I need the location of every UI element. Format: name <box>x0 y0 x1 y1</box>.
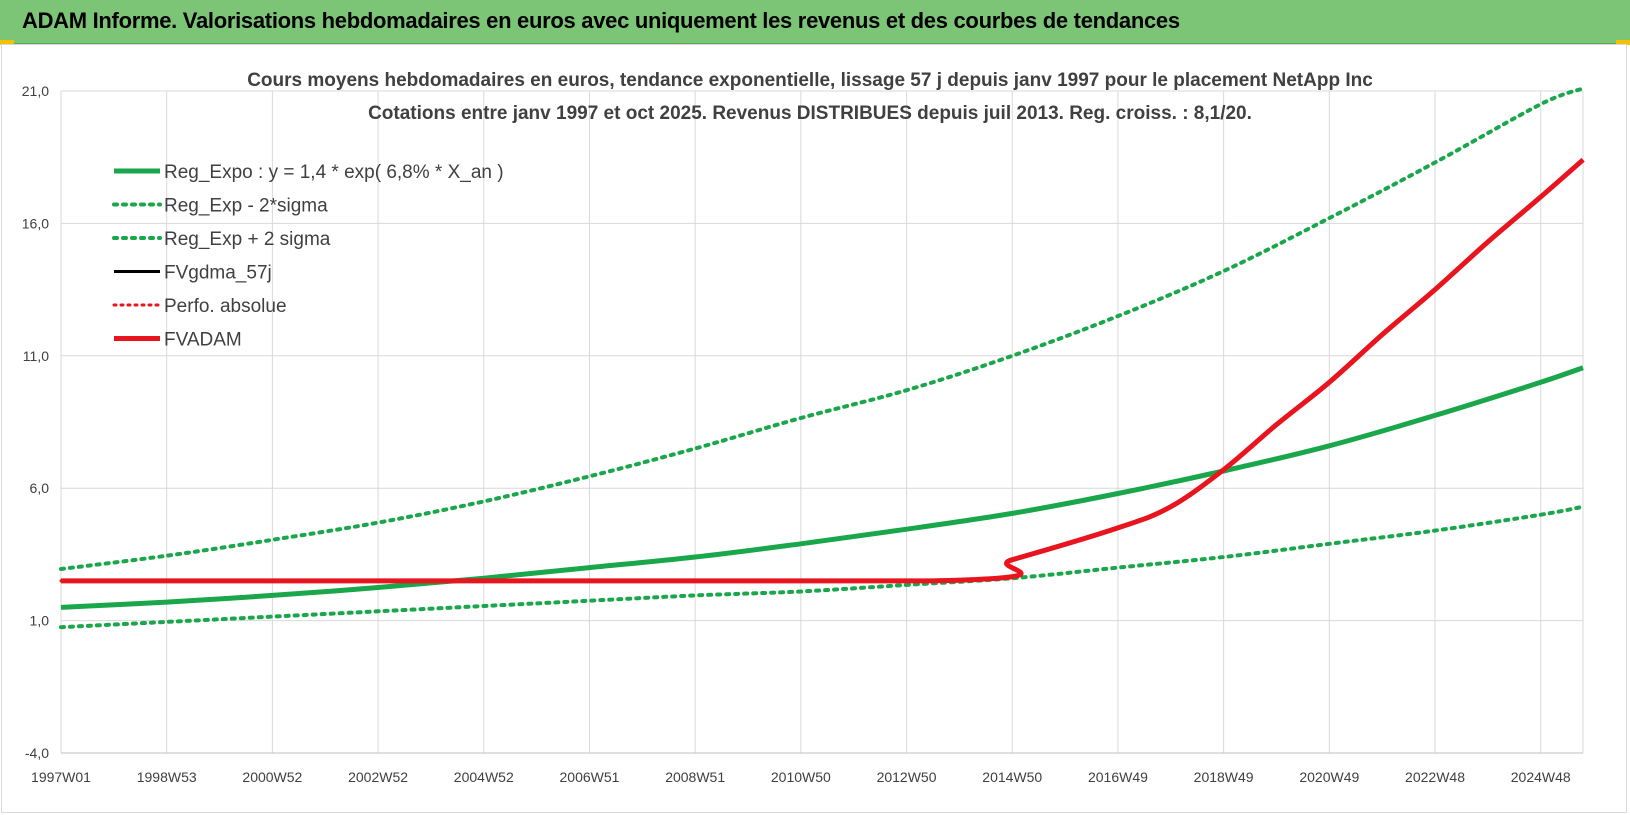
x-tick-label: 1998W53 <box>137 769 197 785</box>
y-tick-label: 11,0 <box>23 348 49 364</box>
x-tick-label: 2018W49 <box>1194 769 1254 785</box>
x-tick-label: 2020W49 <box>1299 769 1359 785</box>
x-tick-label: 2000W52 <box>242 769 302 785</box>
x-tick-label: 2014W50 <box>982 769 1042 785</box>
legend: Reg_Expo : y = 1,4 * exp( 6,8% * X_an ) R… <box>112 162 504 351</box>
chart-title: Cours moyens hebdomadaires en euros, ten… <box>247 70 1373 91</box>
chart-frame <box>1 44 1627 813</box>
series-line-0 <box>60 365 1584 610</box>
x-tick-label: 2010W50 <box>771 769 831 785</box>
legend-label: FVADAM <box>164 330 242 351</box>
y-tick-label: 1,0 <box>30 613 50 629</box>
y-tick-label: 6,0 <box>30 480 50 496</box>
x-tick-label: 2024W48 <box>1511 769 1571 785</box>
x-tick-label: 1997W01 <box>31 769 91 785</box>
y-tick-label: 21,0 <box>22 83 49 99</box>
series <box>59 86 1585 630</box>
corner-mark-right <box>1616 40 1630 45</box>
grid <box>60 90 1584 754</box>
x-tick-label: 2004W52 <box>454 769 514 785</box>
x-tick-label: 2022W48 <box>1405 769 1465 785</box>
series-line-2 <box>59 86 1585 571</box>
legend-label: Reg_Exp - 2*sigma <box>164 196 328 217</box>
report-banner: ADAM Informe. Valorisations hebdomadaire… <box>0 0 1630 44</box>
legend-label: Reg_Expo : y = 1,4 * exp( 6,8% * X_an ) <box>164 162 504 183</box>
legend-label: FVgdma_57j <box>164 263 272 284</box>
legend-label: Perfo. absolue <box>164 296 287 317</box>
x-tick-label: 2012W50 <box>877 769 937 785</box>
axes: -4,0 1,0 6,0 11,0 16,0 21,0 1997W01 1998W53 2000… <box>22 83 1583 785</box>
series-line-4 <box>59 158 1585 583</box>
x-tick-label: 2006W51 <box>560 769 620 785</box>
chart-subtitle: Cotations entre janv 1997 et oct 2025. R… <box>368 103 1252 124</box>
x-tick-label: 2008W51 <box>665 769 725 785</box>
series-line-1 <box>59 504 1585 630</box>
x-tick-label: 2002W52 <box>348 769 408 785</box>
x-tick-label: 2016W49 <box>1088 769 1148 785</box>
corner-mark-left <box>0 40 14 45</box>
report-title: ADAM Informe. Valorisations hebdomadaire… <box>22 8 1180 33</box>
legend-label: Reg_Exp + 2 sigma <box>164 229 331 250</box>
y-tick-label: -4,0 <box>25 745 49 761</box>
y-tick-label: 16,0 <box>22 215 49 231</box>
